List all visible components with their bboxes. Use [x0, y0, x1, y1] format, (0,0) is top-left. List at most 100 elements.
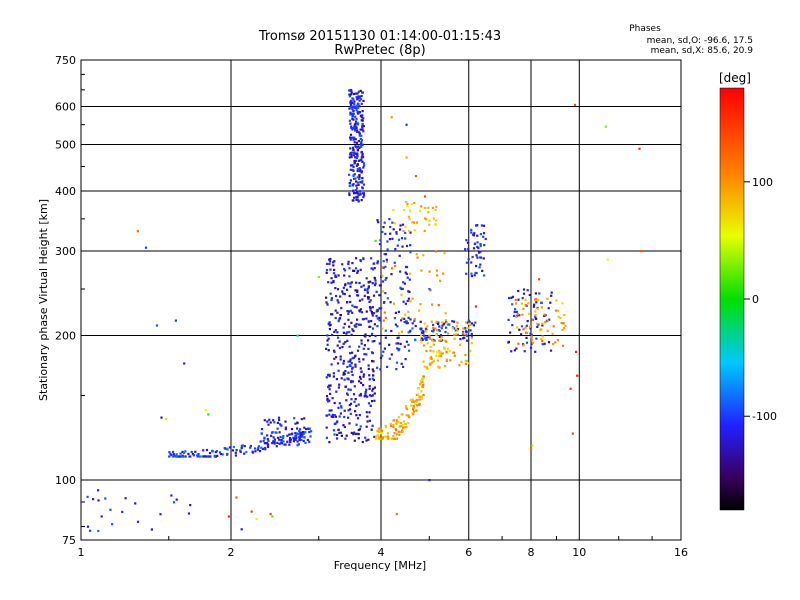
data-point: [336, 362, 340, 365]
data-point: [214, 455, 217, 458]
data-point: [374, 279, 377, 282]
data-point: [336, 331, 339, 334]
data-point: [325, 376, 328, 379]
data-point: [409, 272, 412, 275]
data-point: [372, 312, 376, 315]
data-point: [406, 299, 409, 302]
data-point: [279, 423, 282, 426]
data-point: [361, 298, 364, 301]
data-point: [516, 312, 519, 315]
data-point: [369, 280, 372, 283]
data-point: [401, 317, 404, 320]
data-point: [534, 315, 537, 318]
data-point: [327, 385, 330, 389]
data-point: [358, 345, 361, 348]
data-point: [347, 310, 351, 313]
data-point: [423, 195, 427, 198]
data-point: [437, 349, 440, 352]
data-point: [332, 415, 335, 418]
data-point: [376, 317, 379, 320]
data-point: [327, 322, 330, 325]
data-point: [355, 184, 358, 187]
data-point: [438, 329, 441, 333]
data-point: [330, 313, 333, 316]
data-point: [367, 367, 370, 370]
data-point: [435, 354, 438, 357]
data-point: [338, 415, 341, 418]
data-point: [428, 357, 431, 360]
data-point: [358, 394, 361, 397]
data-point: [386, 365, 389, 368]
data-point: [361, 440, 364, 444]
data-point: [355, 196, 358, 199]
data-point: [355, 414, 358, 417]
data-point: [372, 387, 375, 390]
data-point: [170, 494, 173, 497]
data-point: [362, 130, 365, 133]
data-point: [325, 426, 328, 429]
data-point: [459, 338, 462, 341]
data-point: [342, 424, 345, 427]
data-point: [424, 217, 427, 220]
data-point: [353, 103, 356, 106]
data-point: [475, 254, 478, 257]
data-point: [411, 297, 414, 300]
data-point: [535, 297, 538, 301]
data-point: [365, 310, 368, 313]
data-point: [255, 517, 258, 521]
data-point: [405, 123, 408, 126]
data-point: [325, 436, 328, 439]
data-point: [348, 93, 351, 96]
data-point: [301, 433, 304, 436]
data-point: [475, 271, 478, 275]
data-point: [514, 308, 517, 311]
data-point: [362, 162, 366, 165]
data-point: [461, 333, 464, 336]
data-point: [355, 187, 359, 190]
data-point: [417, 403, 421, 406]
data-point: [428, 219, 431, 222]
data-point: [354, 159, 357, 162]
data-point: [372, 370, 375, 373]
data-point: [243, 445, 246, 448]
data-point: [536, 322, 539, 325]
data-point: [375, 315, 378, 318]
data-point: [344, 341, 347, 344]
data-point: [420, 341, 423, 344]
data-point: [422, 334, 426, 337]
data-point: [345, 332, 348, 335]
data-point: [325, 262, 329, 265]
data-point: [382, 266, 385, 269]
data-point: [467, 258, 470, 261]
data-point: [360, 199, 363, 202]
data-point: [360, 102, 363, 105]
data-point: [447, 323, 450, 326]
x-tick-label: 10: [572, 546, 586, 559]
data-point: [284, 443, 287, 446]
data-point: [359, 394, 363, 397]
data-point: [425, 338, 428, 341]
data-point: [444, 312, 447, 315]
data-point: [191, 452, 194, 456]
data-point: [363, 294, 366, 297]
data-point: [367, 296, 371, 299]
data-point: [378, 316, 381, 319]
data-point: [306, 438, 309, 442]
data-point: [356, 104, 359, 107]
data-point: [354, 152, 357, 155]
data-point: [384, 232, 387, 235]
data-point: [373, 276, 376, 279]
data-point: [510, 350, 513, 353]
data-point: [349, 282, 352, 285]
data-point: [357, 140, 360, 143]
data-point: [296, 440, 299, 443]
data-point: [404, 231, 407, 234]
data-point: [476, 256, 479, 259]
data-point: [419, 379, 423, 382]
data-point: [439, 334, 443, 337]
data-point: [335, 294, 338, 298]
data-point: [530, 333, 533, 336]
data-point: [432, 217, 435, 220]
data-point: [436, 274, 439, 277]
data-point: [336, 311, 339, 314]
